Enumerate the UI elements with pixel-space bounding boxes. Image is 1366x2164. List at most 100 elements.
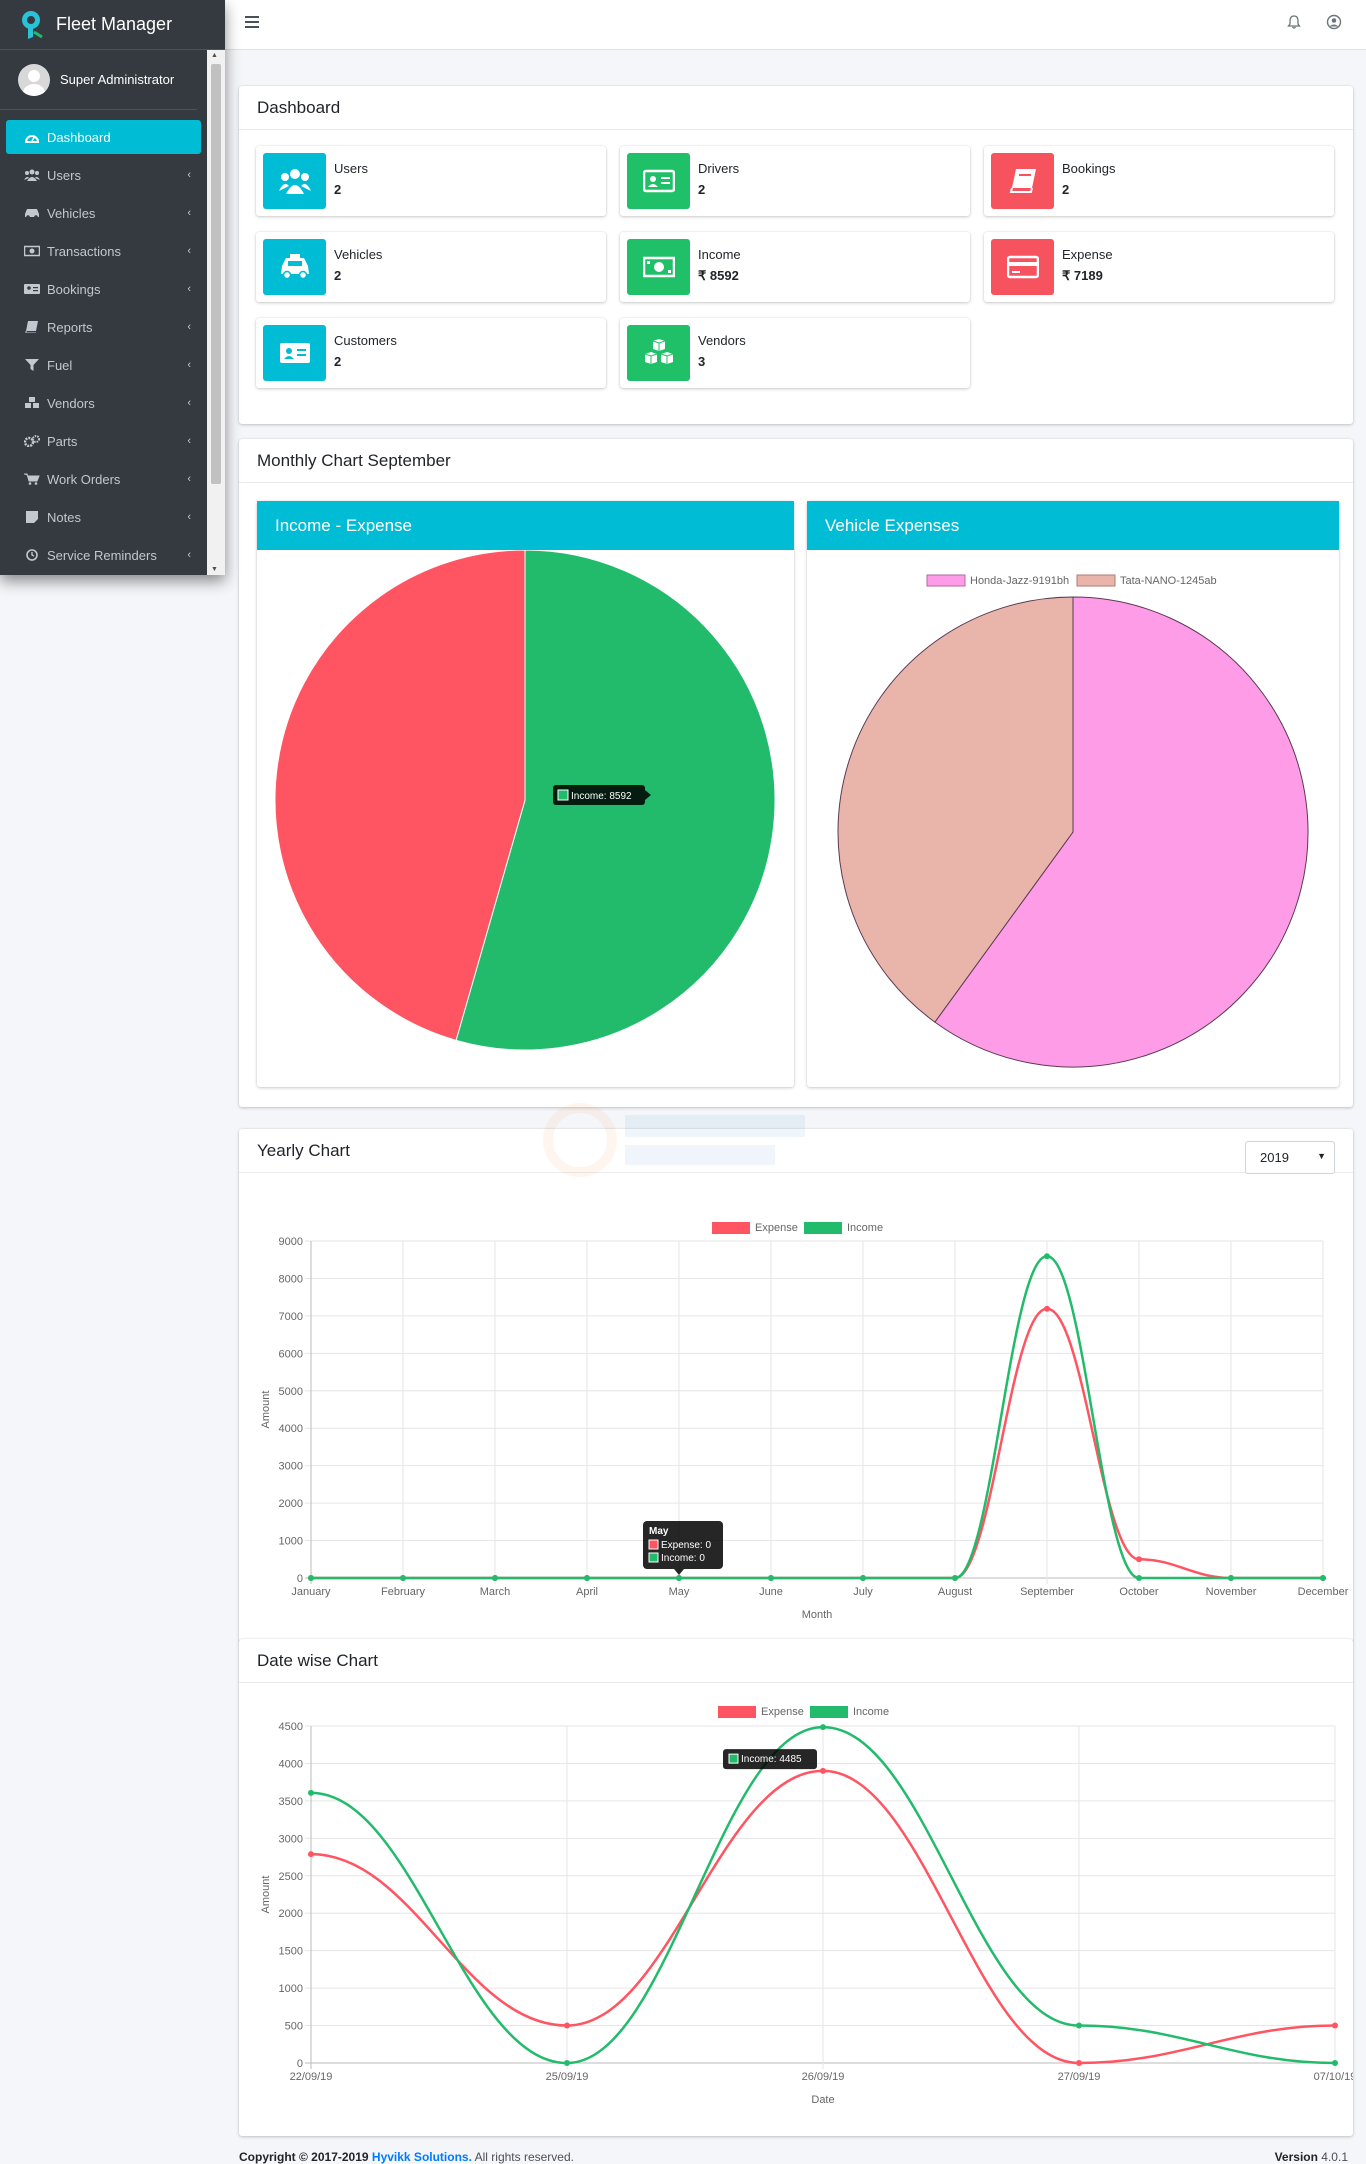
sidebar-item-dashboard[interactable]: Dashboard — [6, 120, 201, 154]
dashboard-icon — [23, 130, 41, 144]
x-tick-label: 27/09/19 — [1058, 2071, 1101, 2083]
legend-swatch — [810, 1706, 848, 1718]
tooltip-swatch — [728, 1753, 739, 1764]
scroll-up-icon[interactable]: ▲ — [211, 52, 218, 59]
series-line — [310, 1307, 1323, 1580]
sidebar-item-transactions[interactable]: Transactions ‹ — [6, 234, 201, 268]
x-tick-label: 26/09/19 — [802, 2071, 845, 2083]
sidebar-item-label: Vehicles — [47, 205, 96, 221]
info-box-bookings[interactable]: Bookings 2 — [984, 146, 1334, 216]
sidebar-item-label: Users — [47, 167, 81, 183]
y-tick-label: 3000 — [279, 1461, 303, 1473]
brand[interactable]: Fleet Manager — [0, 0, 225, 50]
y-tick-label: 3500 — [279, 1796, 303, 1808]
info-box-vendors[interactable]: Vendors 3 — [620, 318, 970, 388]
y-tick-label: 2000 — [279, 1498, 303, 1510]
y-tick-label: 5000 — [279, 1386, 303, 1398]
chevron-left-icon: ‹ — [187, 169, 191, 181]
scroll-down-icon[interactable]: ▼ — [211, 566, 218, 573]
year-select[interactable]: 2019 ▼ — [1245, 1141, 1335, 1174]
user-circle-icon[interactable] — [1326, 14, 1346, 34]
car-icon — [23, 206, 41, 220]
info-box-label: Vehicles — [334, 247, 383, 262]
book-icon — [23, 320, 41, 334]
income-expense-title: Income - Expense — [257, 501, 794, 550]
x-tick-label: 25/09/19 — [546, 2071, 589, 2083]
info-box-label: Users — [334, 161, 368, 176]
note-icon — [23, 510, 41, 524]
sidebar-item-users[interactable]: Users ‹ — [6, 158, 201, 192]
info-box-label: Drivers — [698, 161, 740, 176]
sidebar-item-vehicles[interactable]: Vehicles ‹ — [6, 196, 201, 230]
chevron-left-icon: ‹ — [187, 283, 191, 295]
tooltip-box — [723, 1749, 817, 1770]
y-tick-label: 4000 — [279, 1758, 303, 1770]
sidebar-item-work-orders[interactable]: Work Orders ‹ — [6, 462, 201, 496]
bell-icon[interactable] — [1286, 14, 1306, 34]
sidebar-item-label: Fuel — [47, 357, 73, 373]
yearly-chart-card: Yearly Chart 2019 ▼ Expense Income 0 1000 20… — [239, 1129, 1353, 1642]
logo-icon — [20, 10, 46, 40]
footer-version-number: 4.0.1 — [1321, 2150, 1348, 2164]
x-axis-title: Month — [802, 1609, 833, 1621]
x-tick-label: September — [1020, 1586, 1074, 1598]
info-box-income[interactable]: Income ₹ 8592 — [620, 232, 970, 302]
info-box-label: Expense — [1062, 247, 1113, 262]
chevron-left-icon: ‹ — [187, 435, 191, 447]
sidebar-item-label: Service Reminders — [47, 547, 157, 563]
sidebar-item-vendors[interactable]: Vendors ‹ — [6, 386, 201, 420]
x-tick-label: July — [853, 1586, 873, 1598]
chevron-left-icon: ‹ — [187, 359, 191, 371]
series-line — [310, 1725, 1336, 2065]
credit-card-icon — [991, 239, 1054, 295]
info-box-expense[interactable]: Expense ₹ 7189 — [984, 232, 1334, 302]
data-point — [308, 1789, 314, 1796]
sidebar-item-reports[interactable]: Reports ‹ — [6, 310, 201, 344]
data-point — [1332, 2022, 1338, 2029]
data-point — [1332, 2060, 1338, 2066]
sidebar-item-bookings[interactable]: Bookings ‹ — [6, 272, 201, 306]
legend-label: Expense — [761, 1706, 804, 1718]
tooltip-label: Income: 4485 — [741, 1754, 802, 1765]
card-title: Monthly Chart September — [239, 439, 1353, 483]
dashboard-card: Dashboard Users 2 Drivers 2 Bookings 2 — [239, 86, 1353, 424]
info-box-drivers[interactable]: Drivers 2 — [620, 146, 970, 216]
scroll-thumb[interactable] — [211, 64, 221, 484]
pie-tooltip: Income: 8592 — [553, 785, 651, 805]
sidebar-item-service-reminders[interactable]: Service Reminders ‹ — [6, 538, 201, 572]
x-tick-label: May — [669, 1586, 690, 1598]
footer-company-link[interactable]: Hyvikk Solutions. — [371, 2150, 472, 2164]
y-tick-label: 6000 — [279, 1348, 303, 1360]
y-tick-label: 4500 — [279, 1721, 303, 1733]
vehicle-expenses-pie-chart: Honda-Jazz-9191bh Tata-NANO-1245ab — [837, 574, 1309, 1068]
info-box-label: Income — [698, 247, 741, 262]
footer-version: Version 4.0.1 — [1275, 2150, 1348, 2164]
chevron-left-icon: ‹ — [187, 511, 191, 523]
data-point — [308, 1851, 314, 1858]
sidebar-nav: Dashboard Users ‹ Vehicles ‹ Tr — [0, 110, 207, 572]
legend-swatch — [718, 1706, 756, 1718]
info-box-value: 2 — [1062, 182, 1070, 197]
info-box-value: 2 — [334, 354, 342, 369]
cogs-icon — [23, 434, 41, 448]
info-box-vehicles[interactable]: Vehicles 2 — [256, 232, 606, 302]
y-tick-label: 3000 — [279, 1833, 303, 1845]
y-tick-label: 9000 — [279, 1236, 303, 1248]
sidebar-item-parts[interactable]: Parts ‹ — [6, 424, 201, 458]
legend-swatch — [804, 1222, 842, 1234]
hamburger-menu-icon[interactable] — [245, 16, 259, 30]
sidebar-item-label: Vendors — [47, 395, 95, 411]
income-expense-pie-chart: Income: 8592 — [274, 550, 776, 1051]
info-box-users[interactable]: Users 2 — [256, 146, 606, 216]
data-point — [820, 1724, 826, 1731]
info-box-value: 2 — [334, 268, 342, 283]
sidebar-scrollbar[interactable]: ▲ ▼ — [207, 50, 225, 575]
user-panel[interactable]: Super Administrator — [0, 50, 197, 110]
info-box-customers[interactable]: Customers 2 — [256, 318, 606, 388]
monthly-chart-card: Monthly Chart September Income - Expense… — [239, 439, 1353, 1107]
x-tick-label: October — [1119, 1586, 1158, 1598]
data-point — [820, 1767, 826, 1774]
sidebar-item-notes[interactable]: Notes ‹ — [6, 500, 201, 534]
sidebar-item-fuel[interactable]: Fuel ‹ — [6, 348, 201, 382]
sidebar-item-label: Notes — [47, 509, 81, 525]
